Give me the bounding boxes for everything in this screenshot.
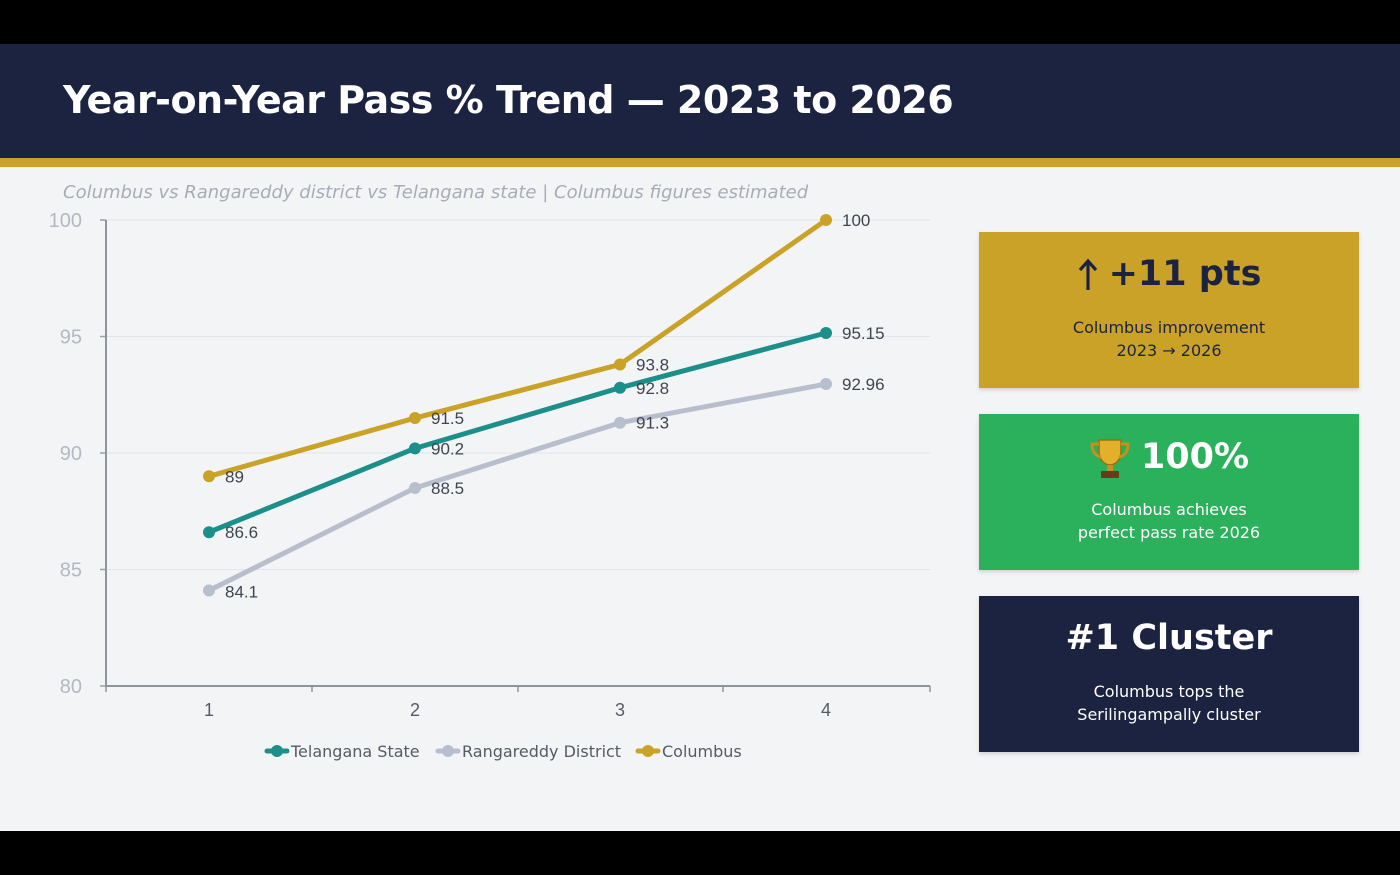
data-point xyxy=(614,358,626,371)
legend-swatch-marker xyxy=(271,745,283,757)
y-tick-label: 85 xyxy=(60,560,82,582)
legend-label: Telangana State xyxy=(290,742,420,761)
series-line xyxy=(206,330,829,535)
y-tick-label: 95 xyxy=(60,327,82,349)
legend-label: Columbus xyxy=(662,742,742,761)
arrow-up-icon xyxy=(1078,258,1097,290)
perfect-pass-card: 100% Columbus achieves perfect pass rate… xyxy=(979,414,1359,570)
data-label: 100 xyxy=(842,211,870,230)
legend-label: Rangareddy District xyxy=(462,742,621,761)
data-label: 95.15 xyxy=(842,324,885,343)
series-line xyxy=(206,381,829,593)
data-point xyxy=(409,412,421,425)
improvement-value-row: +11 pts xyxy=(979,254,1359,294)
x-tick-label: 3 xyxy=(615,700,625,720)
data-point xyxy=(203,584,215,597)
data-point xyxy=(203,470,215,483)
y-tick-label: 100 xyxy=(49,210,82,232)
data-label: 93.8 xyxy=(636,355,669,374)
data-point xyxy=(203,526,215,539)
improvement-card: +11 pts Columbus improvement 2023 → 2026 xyxy=(979,232,1359,388)
data-point xyxy=(409,481,421,494)
improvement-value: +11 pts xyxy=(1108,254,1262,294)
page-title: Year-on-Year Pass % Trend — 2023 to 2026 xyxy=(63,78,954,122)
data-point xyxy=(820,378,832,391)
legend-swatch-marker xyxy=(642,745,654,757)
y-tick-label: 80 xyxy=(60,676,82,698)
legend-swatch-marker xyxy=(442,745,454,757)
perfect-pass-description: Columbus achieves perfect pass rate 2026 xyxy=(1077,500,1261,542)
data-point xyxy=(409,442,421,455)
data-label: 86.6 xyxy=(225,523,258,542)
data-point xyxy=(614,416,626,429)
trophy-icon xyxy=(1090,439,1130,478)
header-accent-stripe xyxy=(0,158,1400,167)
header-bar: Year-on-Year Pass % Trend — 2023 to 2026 xyxy=(0,44,1400,158)
slide: Year-on-Year Pass % Trend — 2023 to 2026… xyxy=(0,44,1400,831)
cluster-rank-card: #1 Cluster Columbus tops the Serilingamp… xyxy=(979,596,1359,752)
chart-subtitle: Columbus vs Rangareddy district vs Telan… xyxy=(63,182,809,203)
x-tick-label: 4 xyxy=(821,700,831,720)
data-label: 91.5 xyxy=(431,409,464,428)
data-label: 92.96 xyxy=(842,375,885,394)
cluster-rank-value: #1 Cluster xyxy=(1065,618,1273,658)
series-line xyxy=(206,217,829,479)
data-point xyxy=(820,214,832,226)
data-point xyxy=(614,381,626,394)
cluster-rank-description: Columbus tops the Serilingampally cluste… xyxy=(1077,682,1261,724)
perfect-pass-value-row: 100% xyxy=(979,436,1359,480)
data-label: 92.8 xyxy=(636,379,669,398)
data-label: 88.5 xyxy=(431,479,464,498)
data-point xyxy=(820,327,832,340)
x-tick-label: 2 xyxy=(410,700,420,720)
data-label: 91.3 xyxy=(636,414,669,433)
line-chart: 80 85 90 95 100 1 2 3 4 86.6 90.2 92.8 95.15 84.1 88.5… xyxy=(49,210,931,761)
perfect-pass-value: 100% xyxy=(1140,437,1250,477)
data-label: 84.1 xyxy=(225,582,258,601)
data-label: 90.2 xyxy=(431,439,464,458)
y-tick-label: 90 xyxy=(60,443,82,465)
x-tick-label: 1 xyxy=(204,700,214,720)
data-label: 89 xyxy=(225,467,244,486)
improvement-description: Columbus improvement 2023 → 2026 xyxy=(1072,318,1266,360)
